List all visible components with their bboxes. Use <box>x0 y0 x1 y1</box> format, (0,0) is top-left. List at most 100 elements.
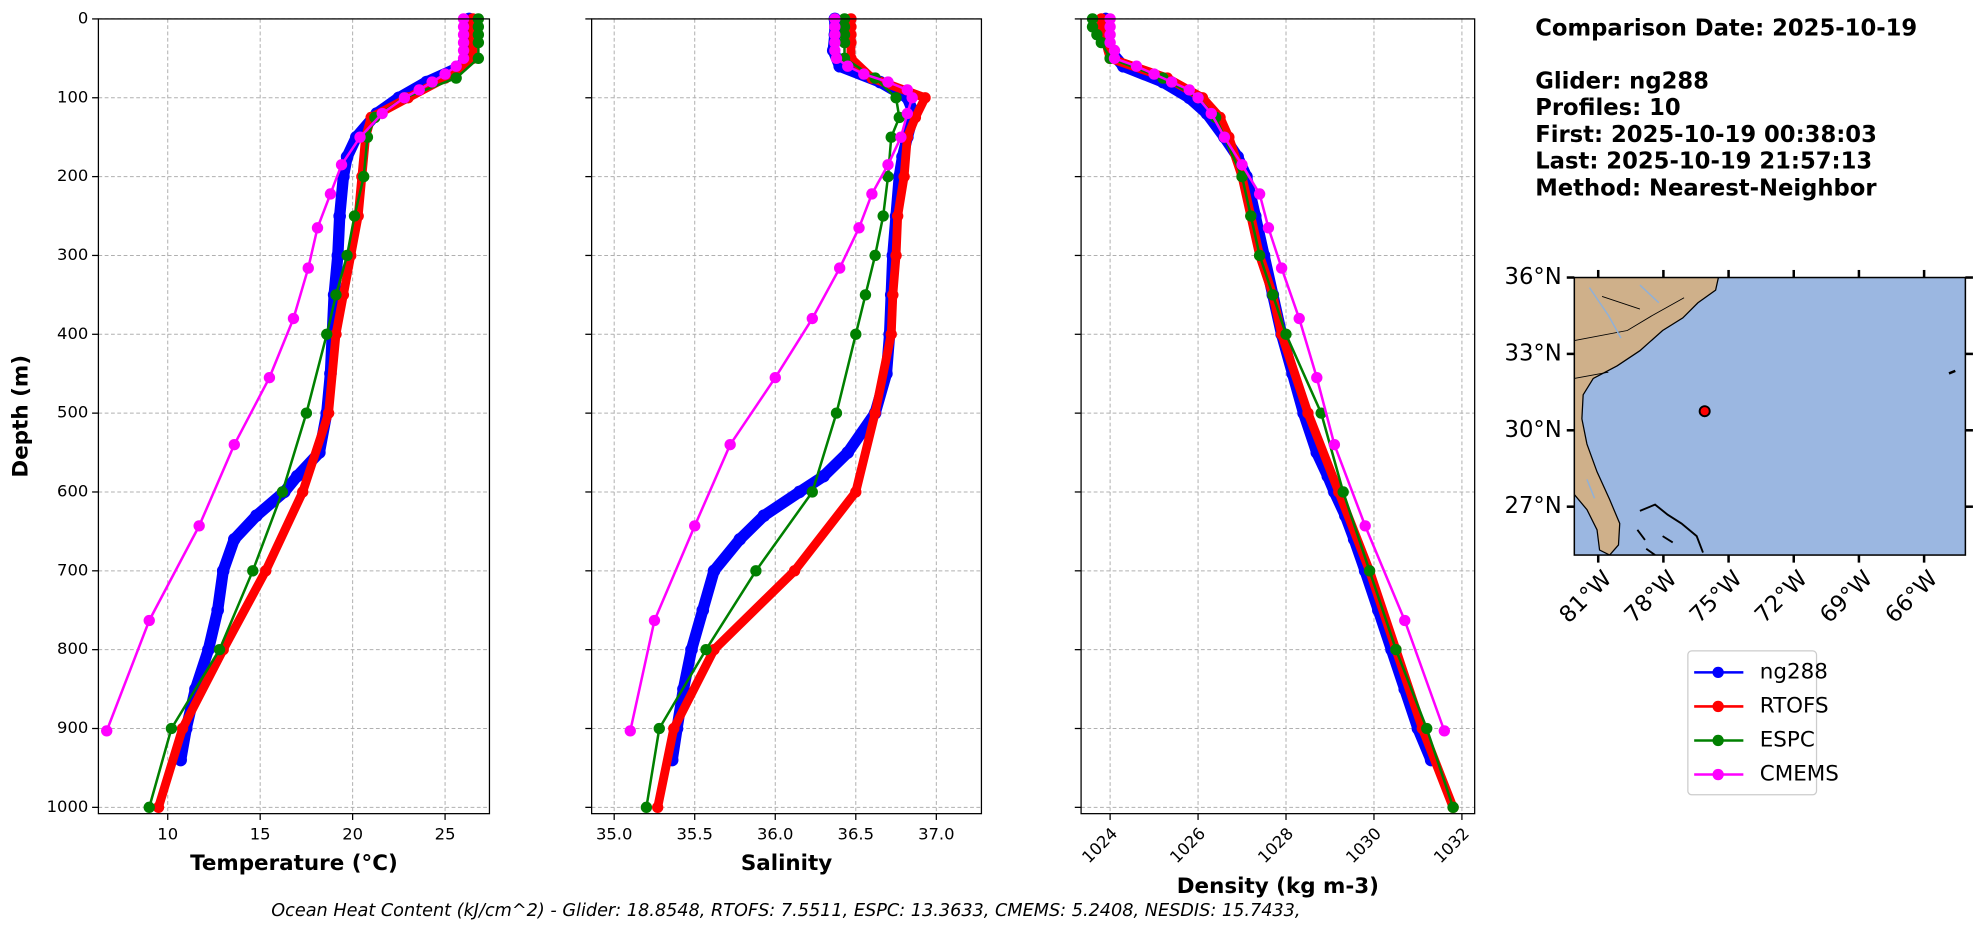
data-point <box>1205 107 1217 120</box>
data-point <box>426 76 438 88</box>
x-axis-label: Density (kg m-3) <box>1177 874 1379 899</box>
data-point <box>651 801 664 814</box>
y-axis-label: Depth (m) <box>8 355 33 478</box>
data-point <box>830 52 843 65</box>
data-point <box>624 725 636 737</box>
x-tick-label: 25 <box>435 825 456 844</box>
land <box>1574 277 1956 556</box>
data-point <box>260 565 272 577</box>
data-point <box>1183 84 1195 96</box>
legend-label: RTOFS <box>1760 693 1829 718</box>
data-point <box>1166 76 1178 88</box>
data-point <box>1447 801 1459 814</box>
data-point <box>472 52 485 65</box>
plot-frame <box>97 18 491 815</box>
data-point <box>1399 614 1411 627</box>
y-tick-label: 400 <box>57 324 88 343</box>
y-tick-label: 600 <box>57 481 88 500</box>
data-point <box>472 21 485 33</box>
data-point <box>707 564 721 578</box>
x-tick-label: 15 <box>250 825 271 844</box>
data-point <box>898 170 910 183</box>
legend-marker <box>1712 734 1724 747</box>
y-tick-label: 100 <box>57 87 88 106</box>
x-axis-label: Salinity <box>741 851 832 876</box>
data-point <box>1363 565 1376 577</box>
data-point <box>901 107 914 120</box>
series-line <box>1100 18 1437 763</box>
data-point <box>321 328 333 340</box>
data-point <box>859 289 872 301</box>
map <box>1573 276 1967 556</box>
data-point <box>919 92 931 104</box>
x-tick-label: 1024 <box>1078 824 1121 867</box>
data-point <box>869 249 881 262</box>
data-point <box>1104 29 1116 41</box>
data-point <box>358 170 370 183</box>
legend-label: CMEMS <box>1760 762 1839 787</box>
data-point <box>143 801 155 814</box>
data-point <box>439 68 451 80</box>
data-point <box>1293 312 1305 325</box>
data-point <box>869 407 881 419</box>
x-axis-label: Temperature (°C) <box>190 851 398 876</box>
data-point <box>640 801 653 814</box>
info-line: Method: Nearest-Neighbor <box>1535 175 1877 201</box>
x-tick-label: 10 <box>157 825 178 844</box>
data-point <box>457 21 470 33</box>
data-point <box>143 614 155 627</box>
data-point <box>853 222 865 234</box>
data-point <box>858 68 870 80</box>
data-point <box>228 438 240 451</box>
legend-marker <box>1712 768 1724 781</box>
data-point <box>1104 21 1116 33</box>
data-point <box>1302 407 1314 419</box>
data-point <box>1148 68 1160 80</box>
plot-frame <box>591 18 983 815</box>
data-point <box>213 643 226 656</box>
data-point <box>887 289 899 301</box>
y-tick-label: 300 <box>57 245 88 264</box>
data-point <box>891 210 904 222</box>
y-tick-label: 1000 <box>47 797 89 816</box>
data-point <box>1328 438 1341 451</box>
data-point <box>838 21 851 33</box>
map-y-tick-label: 36°N <box>1505 264 1562 290</box>
data-point <box>152 801 165 814</box>
data-point <box>906 92 918 104</box>
x-tick-label: 35.5 <box>676 825 712 844</box>
info-line: Profiles: 10 <box>1535 95 1680 121</box>
data-point <box>895 131 907 143</box>
data-point <box>176 722 189 735</box>
data-point <box>696 603 710 617</box>
data-point <box>337 170 350 183</box>
data-point <box>202 643 215 656</box>
data-point <box>457 36 470 49</box>
data-point <box>885 131 897 143</box>
x-tick-label: 1028 <box>1254 824 1297 867</box>
legend-label: ESPC <box>1760 727 1815 752</box>
y-tick-label: 700 <box>57 560 88 579</box>
data-point <box>866 188 878 200</box>
legend-marker <box>1712 700 1724 713</box>
y-tick-label: 0 <box>78 8 88 27</box>
data-point <box>457 52 470 65</box>
data-point <box>227 532 241 546</box>
map-y-tick-label: 27°N <box>1505 493 1562 519</box>
data-point <box>276 486 289 498</box>
data-point <box>1108 44 1121 57</box>
data-point <box>817 469 830 483</box>
data-point <box>324 188 337 200</box>
data-point <box>1262 222 1275 234</box>
x-tick-label: 1026 <box>1166 824 1209 867</box>
data-point <box>1236 159 1248 171</box>
y-tick-label: 900 <box>57 718 88 737</box>
data-point <box>263 371 276 384</box>
x-tick-label: 1032 <box>1430 824 1473 867</box>
data-point <box>1280 328 1292 340</box>
data-point <box>689 520 701 532</box>
data-point <box>450 72 462 84</box>
data-point <box>841 446 855 459</box>
data-point <box>211 603 224 617</box>
x-tick-label: 36.0 <box>757 825 793 844</box>
